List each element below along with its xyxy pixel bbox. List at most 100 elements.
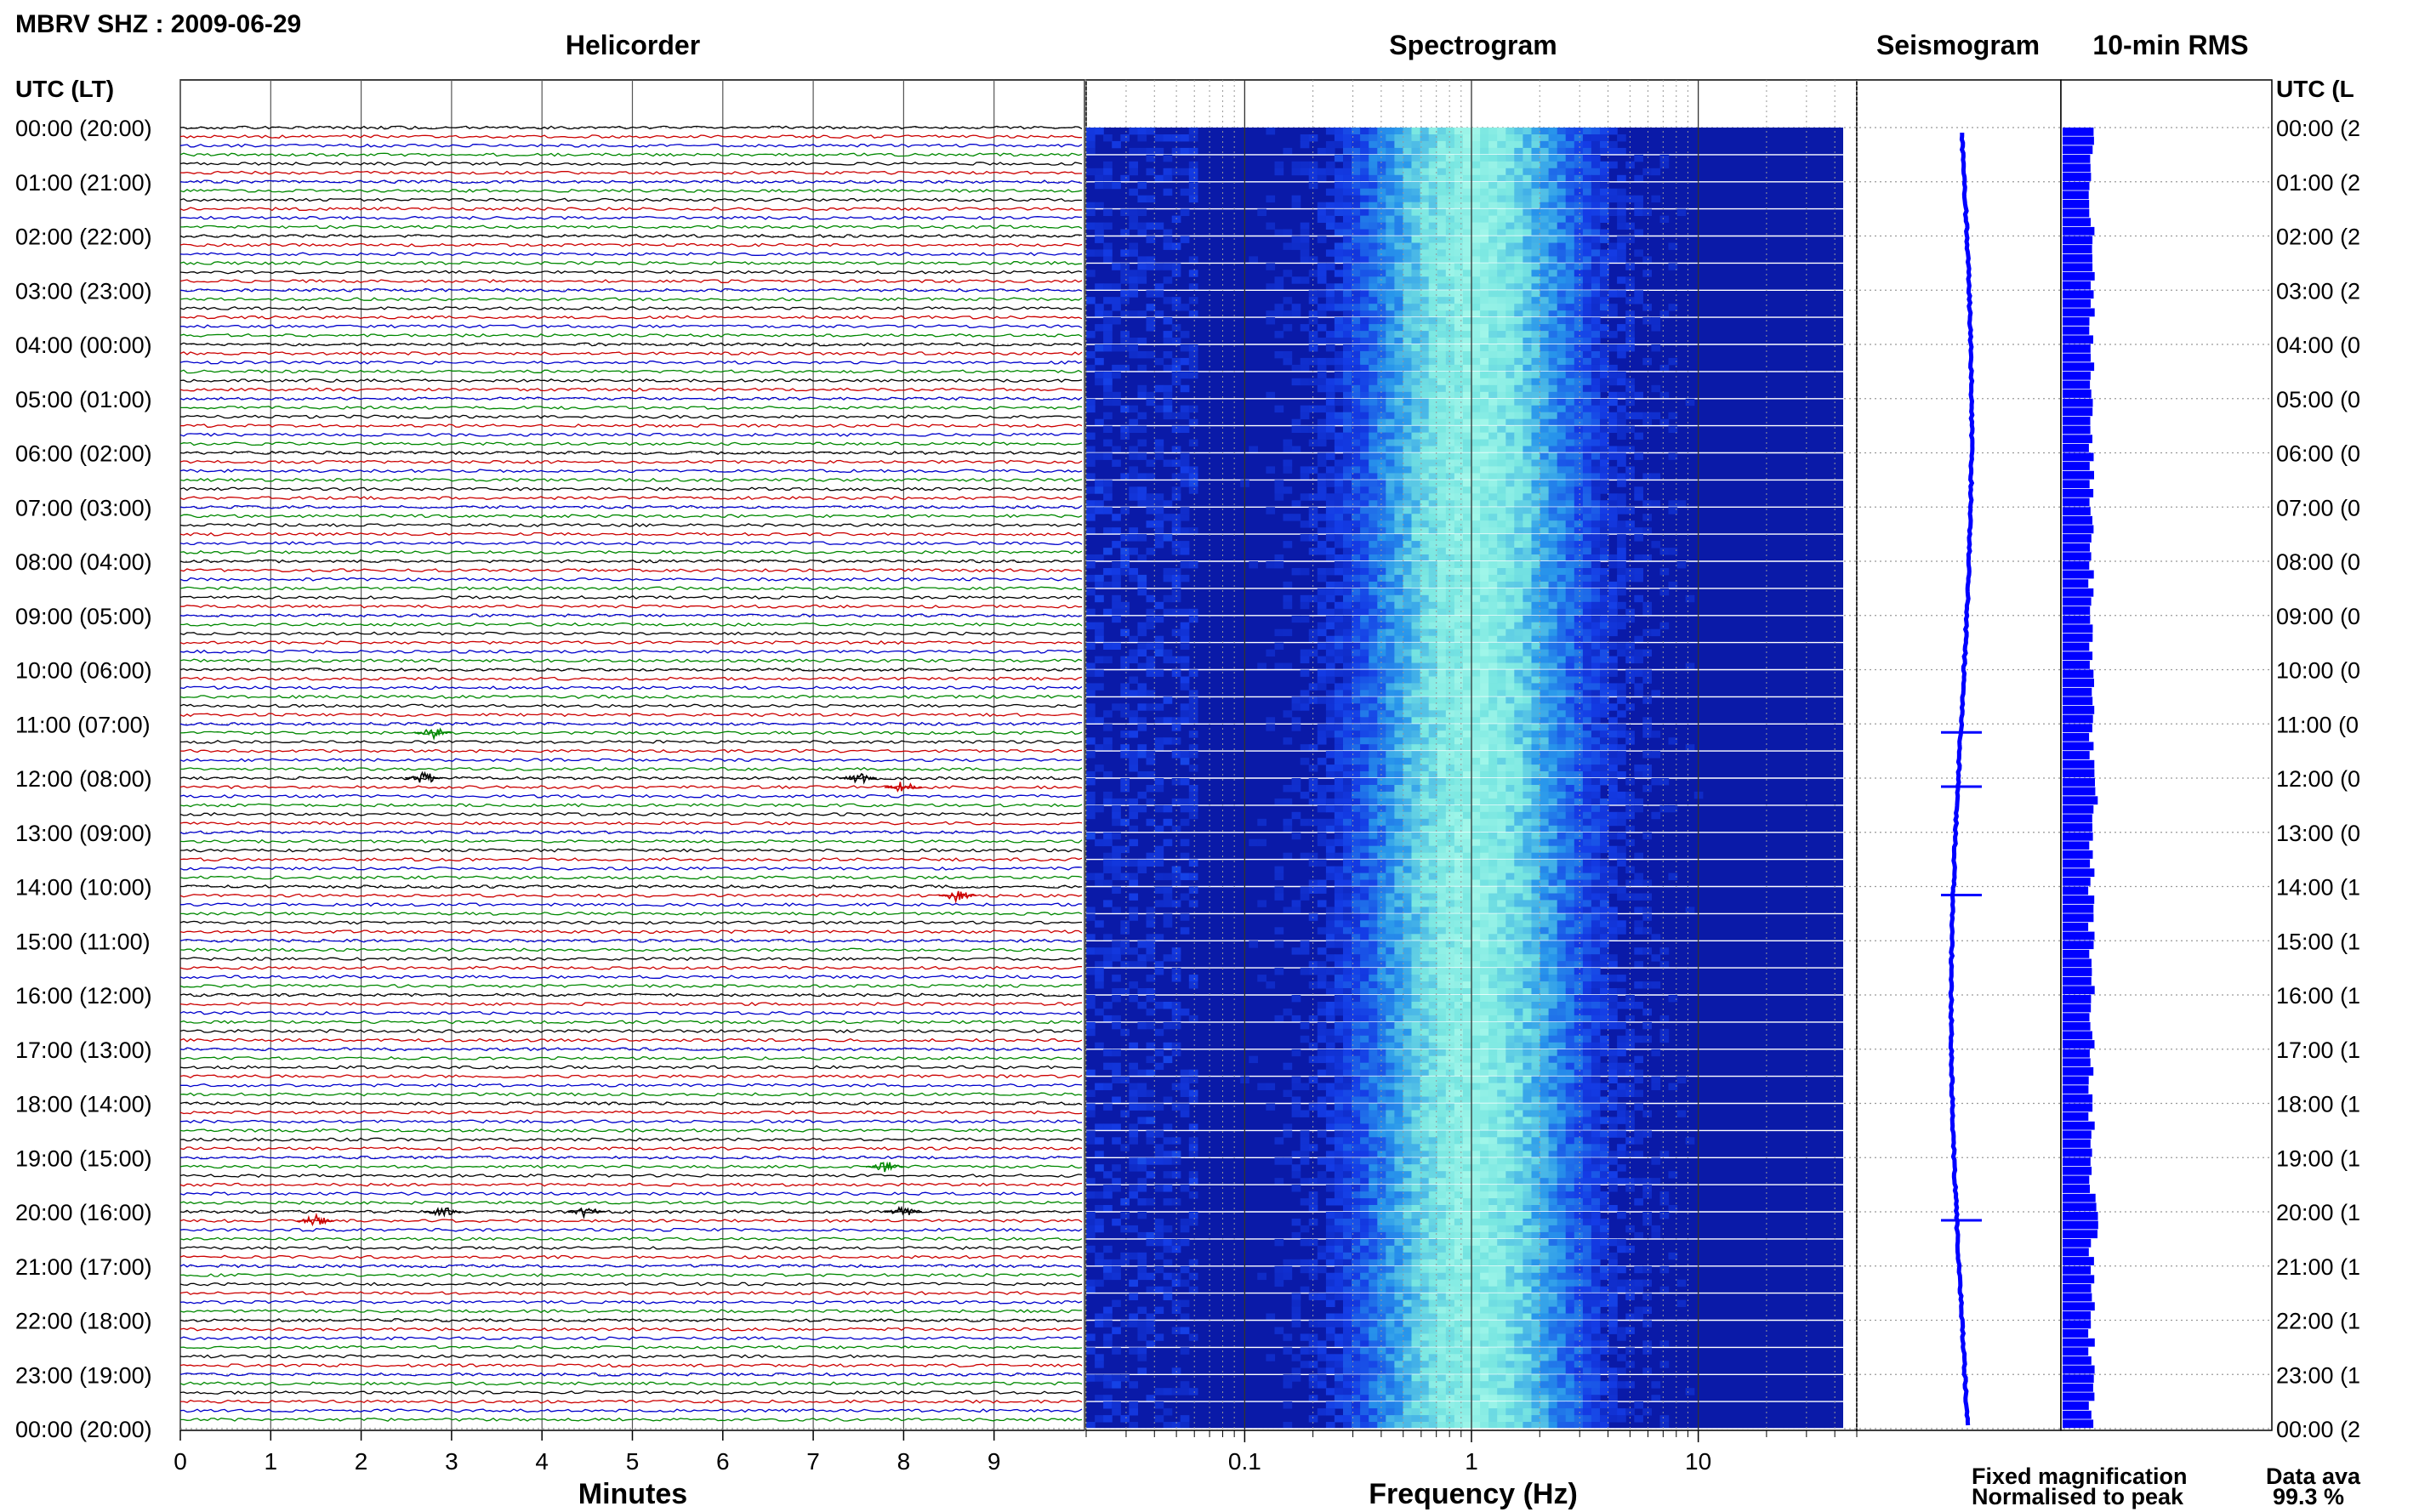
spectrogram-cell [1403,852,1413,861]
spectrogram-cell [1334,873,1344,880]
spectrogram-cell [1343,439,1352,446]
spectrogram-cell [1540,256,1550,264]
spectrogram-cell [1505,804,1515,813]
spectrogram-cell [1180,452,1190,460]
spectrogram-cell [1540,628,1550,637]
spectrogram-cell [1531,717,1541,725]
spectrogram-cell [1462,785,1472,793]
spectrogram-cell [1377,832,1386,840]
spectrogram-cell [1548,310,1558,318]
spectrogram-cell [1369,690,1378,697]
spectrogram-cell [1608,493,1618,501]
spectrogram-cell [1129,879,1138,887]
spectrogram-cell [1146,459,1156,467]
spectrogram-cell [1103,338,1113,345]
spectrogram-cell [1600,676,1609,684]
spectrogram-cell [1428,568,1438,576]
spectrogram-cell [1129,649,1138,657]
spectrogram-cell [1377,459,1386,467]
helicorder-trace [179,1164,1083,1169]
spectrogram-cell [1411,263,1421,270]
spectrogram-cell [1360,785,1369,793]
spectrogram-cell [1505,473,1515,480]
spectrogram-cell [1360,507,1369,514]
spectrogram-cell [1403,758,1413,765]
spectrogram-cell [1505,744,1515,752]
spectrogram-cell [1600,229,1609,236]
spectrogram-cell [1488,859,1498,867]
spectrogram-cell [1591,690,1601,697]
helicorder-trace [180,1417,1083,1422]
spectrogram-cell [1403,331,1413,338]
spectrogram-cell [1608,514,1618,521]
spectrogram-cell [1411,832,1421,840]
spectrogram-cell [1325,378,1335,386]
spectrogram-cell [1343,215,1352,223]
spectrogram-cell [1454,791,1464,799]
spectrogram-cell [1608,717,1618,725]
spectrogram-cell [1480,384,1489,393]
spectrogram-cell [1540,832,1550,840]
spectrogram-cell [1488,622,1498,630]
spectrogram-cell [1403,425,1413,433]
spectrogram-cell [1188,344,1198,352]
spectrogram-cell [1112,798,1121,806]
spectrogram-cell [1163,331,1173,338]
spectrogram-cell [1514,202,1523,210]
spectrogram-cell [1386,317,1395,325]
spectrogram-cell [1471,391,1481,400]
spectrogram-cell [1154,845,1164,854]
spectrogram-cell [1523,310,1533,318]
spectrogram-cell [1557,432,1567,440]
spectrogram-cell [1343,256,1352,264]
spectrogram-cell [1514,128,1523,135]
spectrogram-cell [1291,310,1301,318]
spectrogram-cell [1462,344,1472,352]
spectrogram-cell [1103,208,1113,216]
spectrogram-cell [1505,798,1515,806]
spectrogram-cell [1591,683,1601,691]
spectrogram-cell [1394,236,1404,243]
spectrogram-cell [1420,317,1430,325]
spectrogram-cell [1582,140,1592,149]
spectrogram-cell [1445,459,1455,467]
spectrogram-cell [1343,737,1352,745]
spectrogram-cell [1523,703,1533,711]
spectrogram-cell [1180,304,1190,311]
spectrogram-cell [1334,331,1344,338]
spectrogram-cell [1488,588,1498,596]
spectrogram-cell [1488,758,1498,765]
spectrogram-cell [1086,514,1096,521]
spectrogram-cell [1180,548,1190,555]
spectrogram-cell [1352,594,1361,603]
spectrogram-cell [1557,168,1567,176]
spectrogram-cell [1582,751,1592,759]
spectrogram-cell [1548,683,1558,691]
spectrogram-cell [1352,486,1361,494]
spectrogram-cell [1531,270,1541,277]
spectrogram-cell [1120,534,1130,542]
spectrogram-cell [1343,852,1352,861]
spectrogram-cell [1377,317,1386,325]
spectrogram-cell [1523,859,1533,867]
spectrogram-cell [1266,507,1276,514]
spectrogram-cell [1582,168,1592,176]
spectrogram-cell [1445,473,1455,480]
spectrogram-cell [1574,249,1584,257]
helicorder-trace [179,595,1083,600]
time-label: 00:00 (20:00) [15,1417,152,1442]
spectrogram-cell [1454,676,1464,684]
spectrogram-cell [1386,696,1395,704]
spectrogram-cell [1497,317,1506,325]
spectrogram-cell [1540,608,1550,617]
spectrogram-cell [1574,486,1584,494]
spectrogram-cell [1325,215,1335,223]
spectrogram-cell [1317,357,1327,366]
spectrogram-cell [1574,717,1584,725]
spectrogram-cell [1360,744,1369,752]
spectrogram-cell [1274,276,1284,284]
spectrogram-cell [1308,696,1318,704]
spectrogram-cell [1557,615,1567,623]
spectrogram-cell [1488,574,1498,583]
spectrogram-cell [1445,514,1455,521]
